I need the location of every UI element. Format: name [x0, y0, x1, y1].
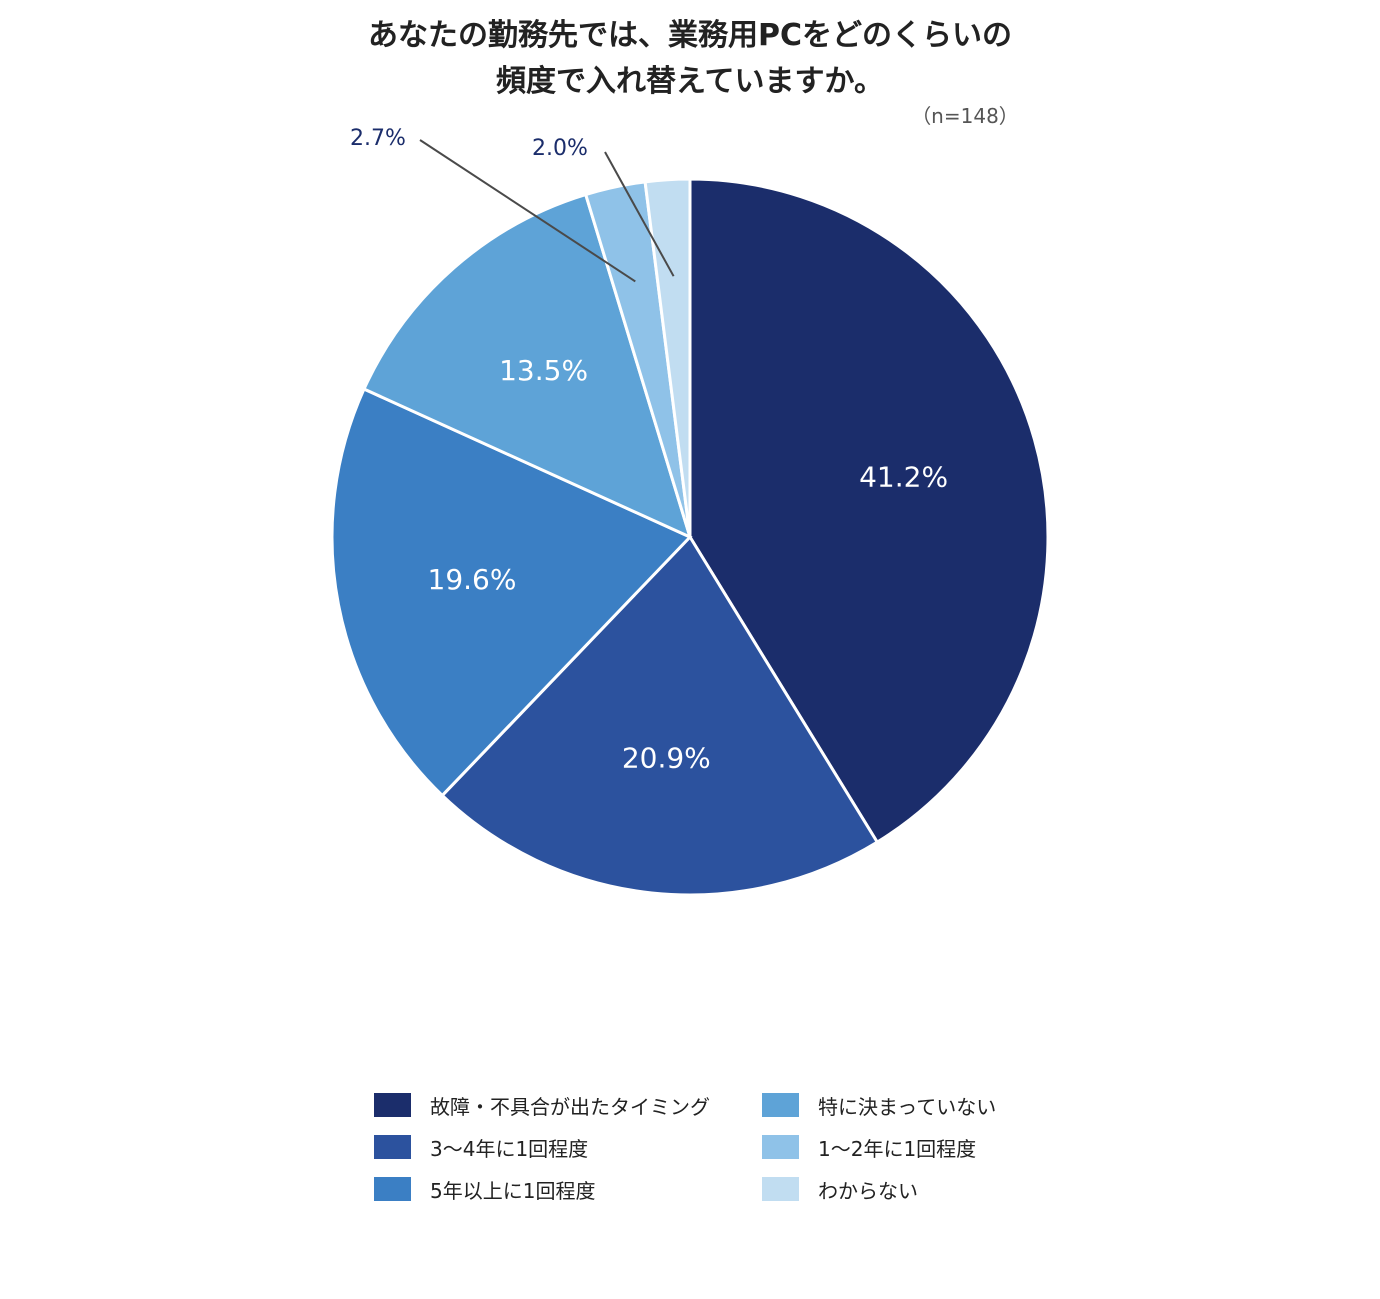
slice-breakdown-timing	[688, 177, 1050, 845]
legend-swatch	[374, 1093, 411, 1117]
legend-swatch	[762, 1135, 799, 1159]
slice-every-3-4-years	[440, 534, 880, 897]
data-label-every-3-4-years: 20.9%	[622, 742, 711, 775]
data-label-breakdown-timing: 41.2%	[859, 461, 948, 494]
leader-line-every-1-2-years	[419, 139, 636, 283]
legend-label: わからない	[818, 1178, 918, 1203]
legend-label: 5年以上に1回程度	[430, 1178, 596, 1203]
legend-item-every-3-4-years: 3〜4年に1回程度	[374, 1132, 588, 1162]
slice-unknown	[643, 177, 692, 538]
legend-label: 3〜4年に1回程度	[430, 1136, 589, 1161]
legend: 故障・不具合が出たタイミング 特に決まっていない 3〜4年に1回程度 1〜2年に1回程…	[374, 1090, 1074, 1220]
legend-label: 故障・不具合が出たタイミング	[430, 1094, 710, 1119]
data-label-every-1-2-years: 2.7%	[350, 126, 406, 151]
legend-swatch	[762, 1177, 799, 1201]
legend-item-breakdown-timing: 故障・不具合が出たタイミング	[374, 1090, 710, 1120]
legend-item-every-5-plus-years: 5年以上に1回程度	[374, 1174, 595, 1204]
legend-swatch	[374, 1177, 411, 1201]
leader-line-unknown	[604, 151, 675, 277]
data-label-every-5-plus-years: 19.6%	[428, 563, 517, 596]
legend-swatch	[762, 1093, 799, 1117]
pie-chart: 41.2% 20.9% 19.6% 13.5% 2.7% 2.0%	[330, 126, 1050, 897]
chart-title-line-2: 頻度で入れ替えていますか。	[496, 64, 884, 99]
data-label-not-decided: 13.5%	[499, 354, 588, 387]
legend-item-not-decided: 特に決まっていない	[762, 1090, 996, 1120]
chart-title-line-1: あなたの勤務先では、業務用PCをどのくらいの	[367, 18, 1012, 53]
sample-size-label: （n=148）	[911, 104, 1019, 128]
slice-not-decided	[362, 192, 693, 540]
slice-every-5-plus-years	[330, 387, 693, 798]
data-label-unknown: 2.0%	[532, 136, 588, 161]
legend-label: 1〜2年に1回程度	[818, 1136, 977, 1161]
legend-swatch	[374, 1135, 411, 1159]
legend-item-every-1-2-years: 1〜2年に1回程度	[762, 1132, 976, 1162]
legend-label: 特に決まっていない	[818, 1094, 997, 1119]
legend-item-unknown: わからない	[762, 1174, 918, 1204]
